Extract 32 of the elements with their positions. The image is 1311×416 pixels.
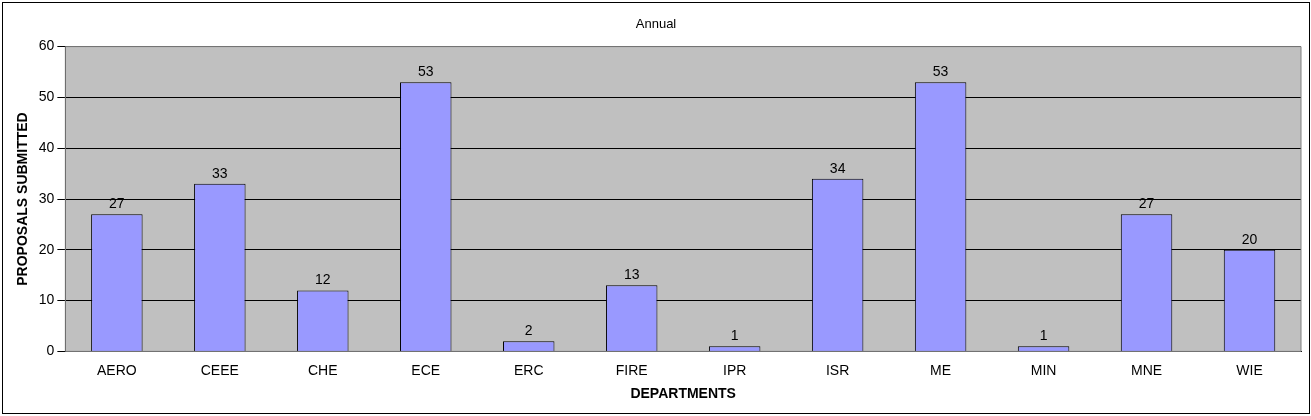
y-tick-label: 10 <box>38 291 55 308</box>
data-label: 2 <box>524 322 533 339</box>
y-tick-label: 0 <box>46 342 55 359</box>
y-tick-label: 30 <box>38 189 55 206</box>
x-tick-label: WIE <box>1236 361 1263 378</box>
data-label: 20 <box>1241 230 1258 247</box>
data-label: 1 <box>730 327 739 344</box>
x-tick-label: ISR <box>825 361 850 378</box>
x-tick-label: MIN <box>1030 361 1057 378</box>
x-tick-label: IPR <box>723 361 747 378</box>
data-label: 53 <box>417 63 434 80</box>
x-tick-label: AERO <box>97 361 137 378</box>
y-tick-label: 40 <box>38 139 55 156</box>
y-tick-label: 20 <box>38 240 55 257</box>
data-label: 13 <box>623 266 640 283</box>
x-tick-label: CHE <box>308 361 338 378</box>
data-label: 53 <box>932 63 949 80</box>
y-tick-label: 60 <box>38 37 55 54</box>
x-tick-label: FIRE <box>615 361 648 378</box>
x-tick-label: CEEE <box>200 361 239 378</box>
data-label: 12 <box>315 271 331 288</box>
y-axis-title: PROPOSALS SUBMITTED <box>14 112 31 286</box>
x-tick-label: MNE <box>1130 361 1163 378</box>
x-axis-title: DEPARTMENTS <box>630 385 736 402</box>
data-label: 34 <box>829 159 846 176</box>
data-label: 33 <box>212 164 228 181</box>
chart-title: Annual <box>635 16 677 32</box>
x-tick-label: ECE <box>411 361 441 378</box>
y-tick-label: 50 <box>38 88 55 105</box>
data-label: 1 <box>1039 327 1048 344</box>
x-tick-label: ERC <box>513 361 544 378</box>
x-tick-label: ME <box>930 361 952 378</box>
